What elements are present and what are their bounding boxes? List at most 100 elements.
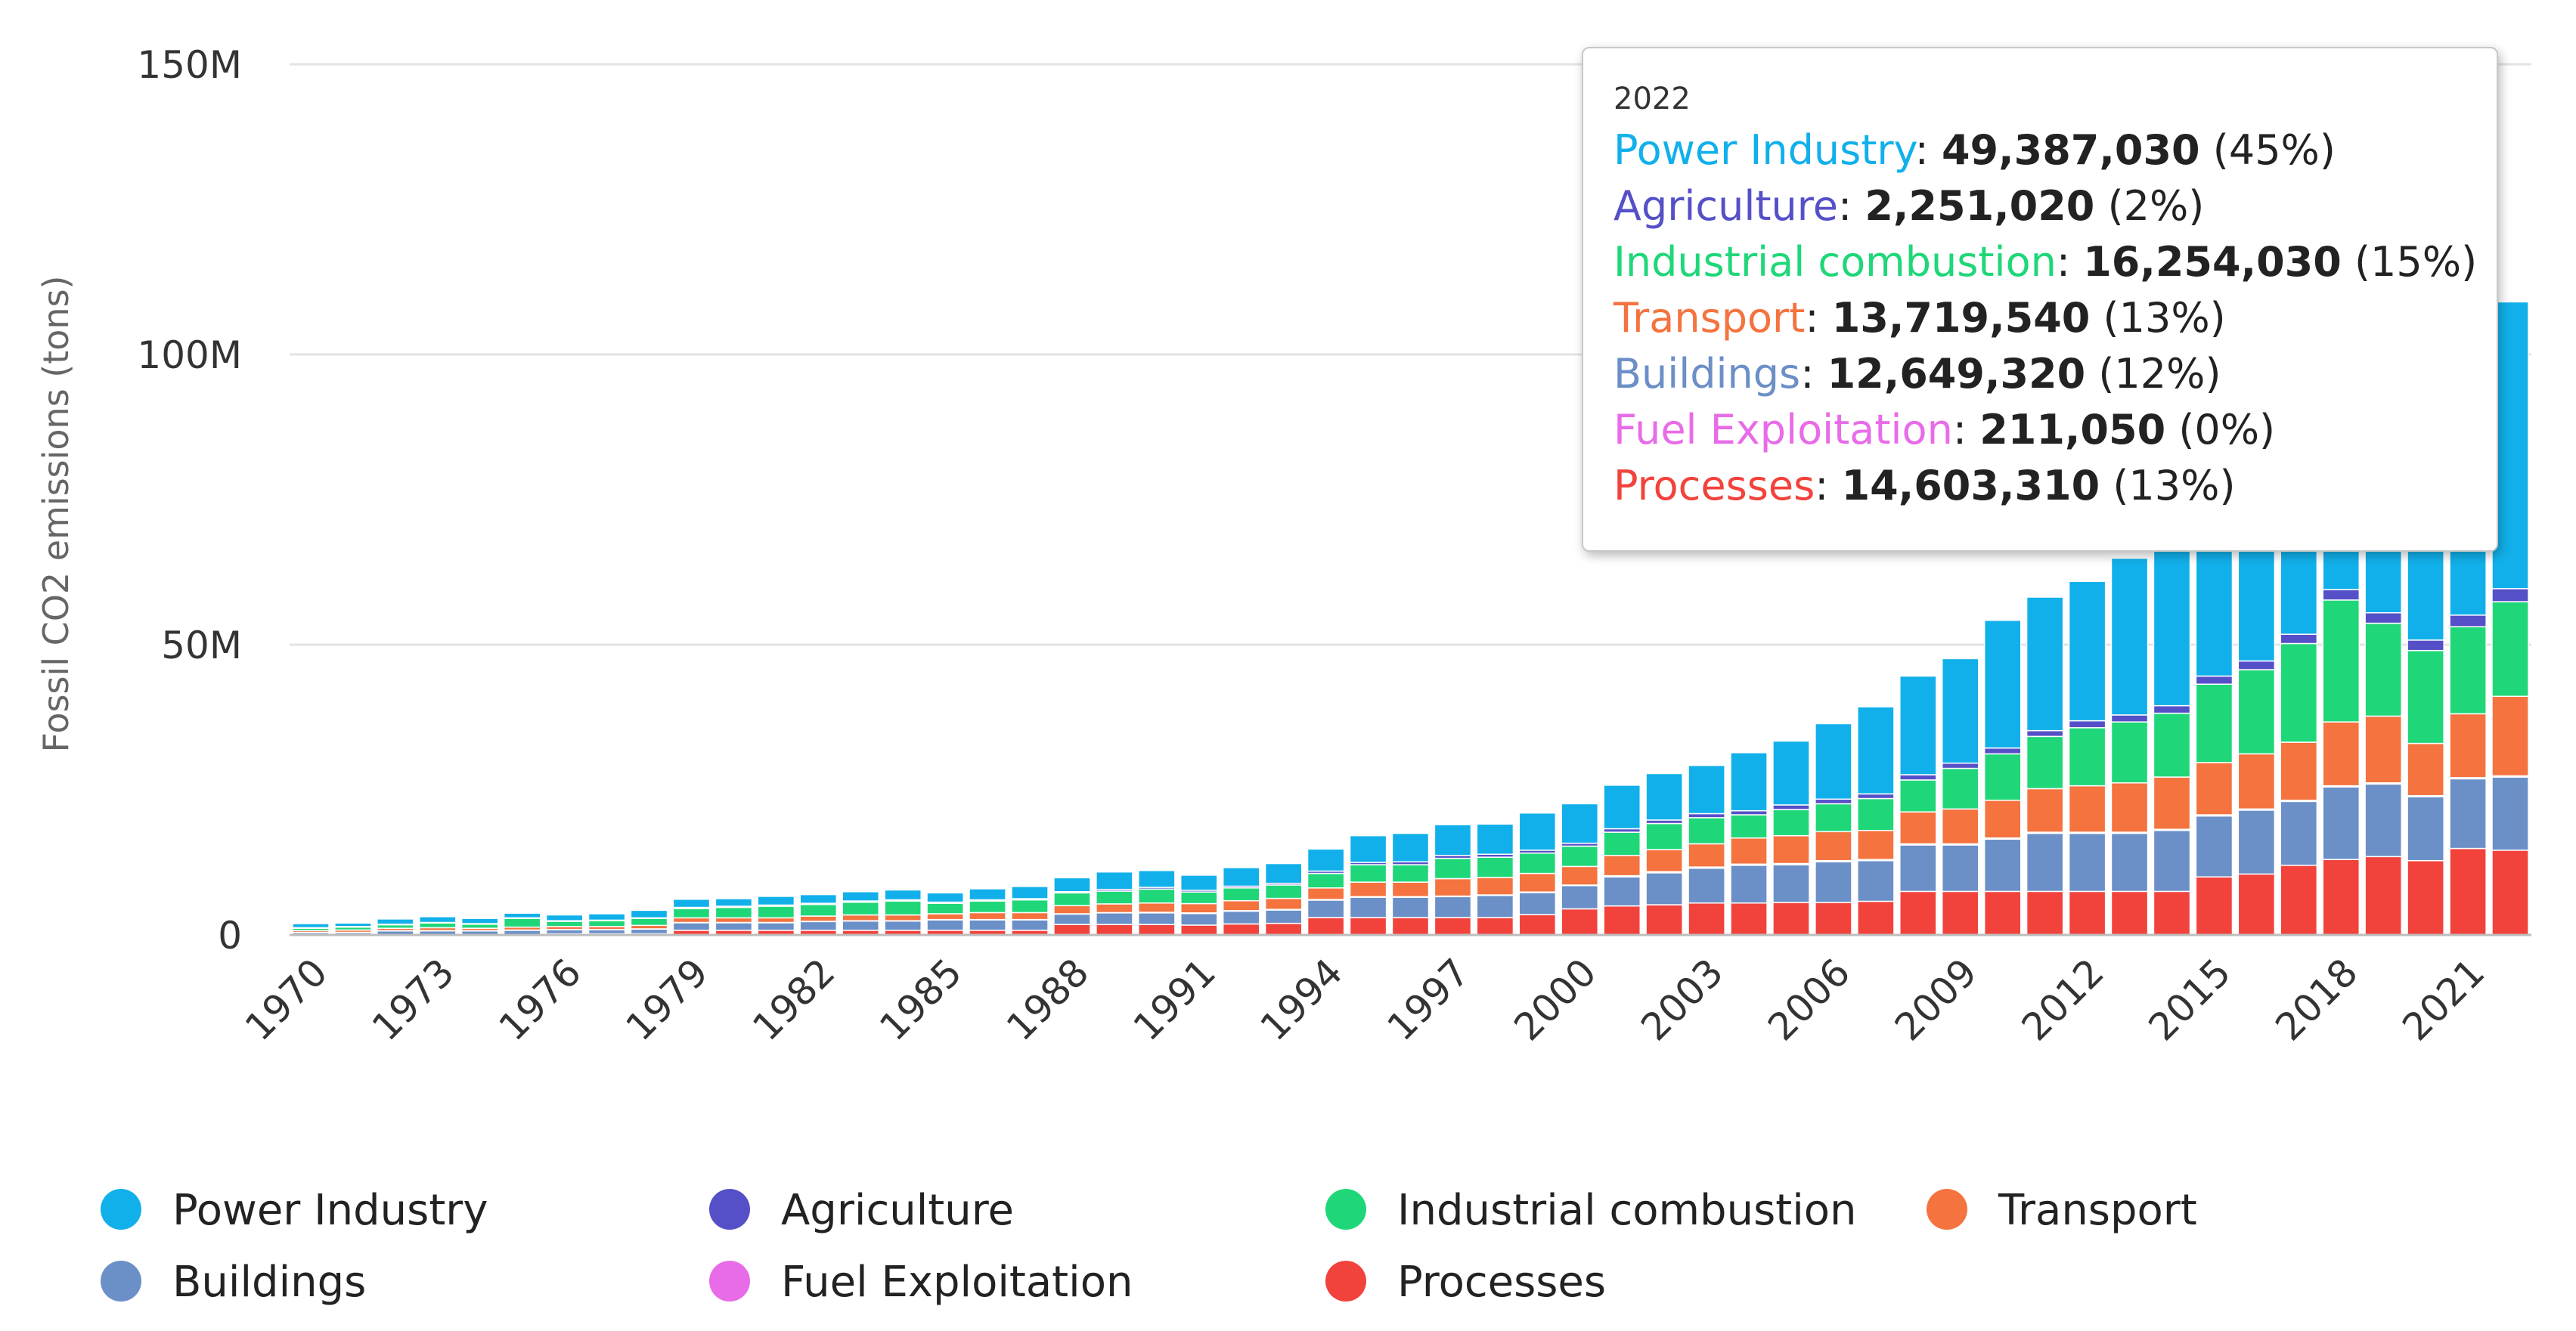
bar-segment[interactable]: [2364, 622, 2402, 717]
bar-segment[interactable]: [1941, 808, 1979, 845]
bar-segment[interactable]: [1391, 896, 1430, 918]
bar-segment[interactable]: [1603, 855, 1641, 877]
bar-segment[interactable]: [2153, 712, 2191, 778]
bar-segment[interactable]: [1222, 910, 1260, 925]
bar-segment[interactable]: [1603, 905, 1641, 936]
bar-segment[interactable]: [1730, 752, 1768, 812]
legend-item[interactable]: Transport: [1927, 1186, 2197, 1235]
bar-segment[interactable]: [2153, 537, 2191, 707]
bar-segment[interactable]: [1476, 917, 1514, 936]
bar-segment[interactable]: [1983, 619, 2022, 749]
bar-segment[interactable]: [630, 909, 668, 919]
bar-segment[interactable]: [672, 908, 711, 919]
bar-segment[interactable]: [757, 917, 795, 924]
bar-segment[interactable]: [1349, 917, 1387, 936]
bar-segment[interactable]: [1518, 812, 1557, 851]
bar-segment[interactable]: [2068, 580, 2106, 722]
bar-segment[interactable]: [2195, 815, 2233, 878]
bar-segment[interactable]: [2068, 720, 2106, 729]
bar-segment[interactable]: [1222, 923, 1260, 936]
bar-segment[interactable]: [1307, 887, 1345, 900]
bar-segment[interactable]: [1561, 865, 1599, 886]
bar-segment[interactable]: [1688, 813, 1725, 819]
bar-segment[interactable]: [587, 929, 626, 935]
bar-segment[interactable]: [419, 916, 457, 924]
bar-segment[interactable]: [926, 913, 964, 921]
bar-segment[interactable]: [1264, 884, 1303, 899]
bar-segment[interactable]: [672, 899, 711, 908]
bar-segment[interactable]: [1053, 905, 1091, 915]
legend-item[interactable]: Agriculture: [709, 1186, 1014, 1235]
bar-segment[interactable]: [503, 912, 541, 919]
bar-segment[interactable]: [334, 922, 372, 927]
bar-segment[interactable]: [1857, 797, 1895, 831]
bar-segment[interactable]: [1645, 904, 1683, 936]
bar-segment[interactable]: [2026, 788, 2064, 833]
bar-segment[interactable]: [2407, 639, 2444, 652]
bar-segment[interactable]: [1180, 924, 1218, 936]
bar-segment[interactable]: [1815, 861, 1852, 903]
bar-segment[interactable]: [630, 928, 668, 935]
bar-segment[interactable]: [587, 913, 626, 921]
bar-segment[interactable]: [1730, 865, 1768, 904]
bar-segment[interactable]: [1476, 877, 1514, 896]
bar-segment[interactable]: [2026, 832, 2064, 893]
bar-segment[interactable]: [1307, 899, 1345, 918]
bar-segment[interactable]: [1434, 896, 1472, 918]
bar-segment[interactable]: [2195, 876, 2233, 936]
bar-segment[interactable]: [1857, 830, 1895, 860]
bar-segment[interactable]: [1476, 856, 1514, 878]
bar-segment[interactable]: [2110, 721, 2149, 784]
bar-segment[interactable]: [842, 914, 880, 921]
bar-segment[interactable]: [1561, 803, 1599, 844]
bar-segment[interactable]: [2491, 588, 2529, 602]
bar-segment[interactable]: [2491, 850, 2529, 936]
bar-segment[interactable]: [2237, 873, 2276, 936]
legend-item[interactable]: Fuel Exploitation: [709, 1258, 1133, 1307]
bar-segment[interactable]: [2195, 683, 2233, 763]
bar-segment[interactable]: [1434, 857, 1472, 880]
bar-segment[interactable]: [2491, 695, 2529, 777]
bar-segment[interactable]: [715, 922, 753, 931]
bar-segment[interactable]: [2407, 649, 2444, 744]
bar-segment[interactable]: [1138, 902, 1176, 913]
bar-segment[interactable]: [1434, 878, 1472, 897]
bar-segment[interactable]: [1349, 896, 1387, 918]
bar-segment[interactable]: [1391, 832, 1430, 862]
bar-segment[interactable]: [2322, 599, 2361, 723]
bar-segment[interactable]: [1264, 862, 1303, 884]
bar-segment[interactable]: [2322, 721, 2361, 787]
bar-segment[interactable]: [1899, 890, 1937, 936]
bar-segment[interactable]: [2026, 890, 2064, 936]
bar-segment[interactable]: [2407, 796, 2444, 862]
bar-segment[interactable]: [1476, 895, 1514, 918]
bar-segment[interactable]: [2449, 713, 2487, 778]
bar-segment[interactable]: [757, 922, 795, 931]
bar-segment[interactable]: [715, 898, 753, 907]
bar-segment[interactable]: [1349, 881, 1387, 898]
bar-segment[interactable]: [1645, 849, 1683, 873]
bar-segment[interactable]: [2280, 865, 2318, 936]
bar-segment[interactable]: [1983, 890, 2022, 936]
bar-segment[interactable]: [2449, 847, 2487, 936]
bar-segment[interactable]: [969, 919, 1006, 931]
bar-segment[interactable]: [1815, 902, 1852, 936]
bar-segment[interactable]: [1476, 823, 1514, 856]
bar-segment[interactable]: [1688, 902, 1725, 936]
bar-segment[interactable]: [1857, 793, 1895, 800]
bar-segment[interactable]: [2068, 832, 2106, 893]
bar-segment[interactable]: [2364, 783, 2402, 858]
bar-segment[interactable]: [1096, 912, 1133, 925]
bar-segment[interactable]: [1730, 902, 1768, 936]
bar-segment[interactable]: [1772, 809, 1810, 837]
bar-segment[interactable]: [1053, 913, 1091, 925]
bar-segment[interactable]: [2407, 859, 2444, 936]
bar-segment[interactable]: [1391, 864, 1430, 883]
bar-segment[interactable]: [842, 920, 880, 931]
bar-segment[interactable]: [1138, 924, 1176, 936]
bar-segment[interactable]: [2110, 557, 2149, 716]
bar-segment[interactable]: [2068, 727, 2106, 787]
legend-item[interactable]: Buildings: [101, 1258, 366, 1307]
bar-segment[interactable]: [672, 917, 711, 924]
bar-segment[interactable]: [1941, 658, 1979, 764]
